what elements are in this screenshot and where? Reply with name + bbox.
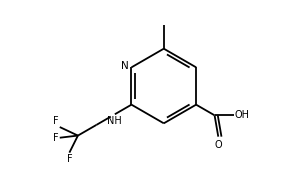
- Text: OH: OH: [235, 110, 250, 120]
- Text: F: F: [53, 133, 59, 143]
- Text: O: O: [214, 141, 222, 150]
- Text: N: N: [121, 61, 129, 71]
- Text: NH: NH: [107, 116, 121, 126]
- Text: F: F: [53, 116, 59, 126]
- Text: F: F: [66, 154, 72, 164]
